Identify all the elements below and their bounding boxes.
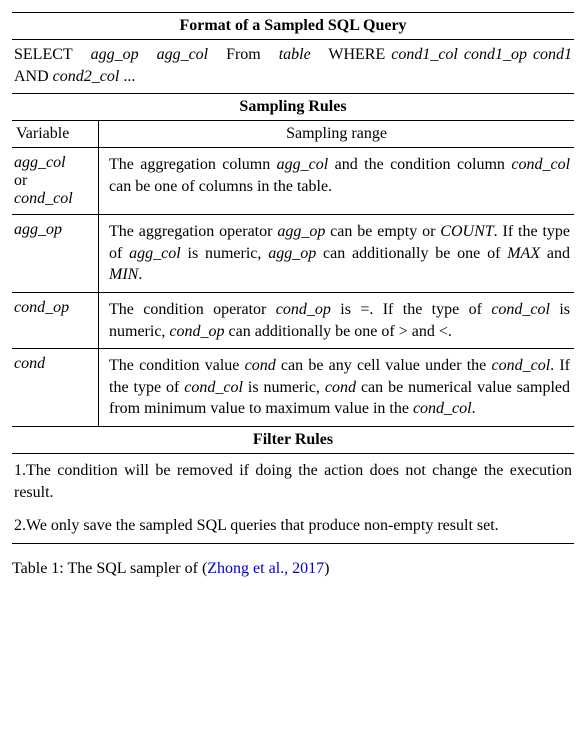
var-cond2-col: cond2_col — [53, 68, 120, 85]
row3-var: cond_op — [12, 292, 99, 348]
var-cond1-col: cond1_col — [391, 46, 458, 63]
row1-var: agg_col or cond_col — [12, 148, 99, 215]
ellipsis: ... — [123, 68, 135, 85]
sampling-header: Sampling Rules — [12, 94, 574, 121]
kw-and: AND — [14, 68, 49, 85]
kw-where: WHERE — [328, 46, 385, 63]
var-agg-op: agg_op — [91, 46, 139, 63]
row4-desc: The condition value cond can be any cell… — [99, 349, 575, 427]
filter-header: Filter Rules — [12, 426, 574, 453]
kw-select: SELECT — [14, 46, 73, 63]
sql-sampler-table: Format of a Sampled SQL Query SELECT agg… — [12, 12, 574, 546]
var-cond1-op: cond1_op — [464, 46, 527, 63]
row1-desc: The aggregation column agg_col and the c… — [99, 148, 575, 215]
r1-v2: cond_col — [14, 190, 73, 207]
row4-var: cond — [12, 349, 99, 427]
col-variable: Variable — [12, 121, 99, 148]
var-table: table — [279, 46, 311, 63]
format-line: SELECT agg_op agg_col From table WHERE c… — [12, 40, 574, 94]
var-cond1: cond1 — [533, 46, 572, 63]
citation-link[interactable]: Zhong et al., 2017 — [207, 560, 324, 577]
caption-suffix: ) — [324, 560, 329, 577]
col-range: Sampling range — [99, 121, 575, 148]
filter-2: 2.We only save the sampled SQL queries t… — [12, 509, 574, 543]
caption-prefix: Table 1: The SQL sampler of ( — [12, 560, 207, 577]
kw-from: From — [226, 46, 261, 63]
row2-var: agg_op — [12, 215, 99, 293]
format-header: Format of a Sampled SQL Query — [12, 13, 574, 40]
filter-1: 1.The condition will be removed if doing… — [12, 453, 574, 509]
row3-desc: The condition operator cond_op is =. If … — [99, 292, 575, 348]
r1-or: or — [14, 172, 27, 189]
r1-v1: agg_col — [14, 154, 66, 171]
var-agg-col: agg_col — [157, 46, 209, 63]
table-caption: Table 1: The SQL sampler of (Zhong et al… — [12, 560, 574, 578]
row2-desc: The aggregation operator agg_op can be e… — [99, 215, 575, 293]
